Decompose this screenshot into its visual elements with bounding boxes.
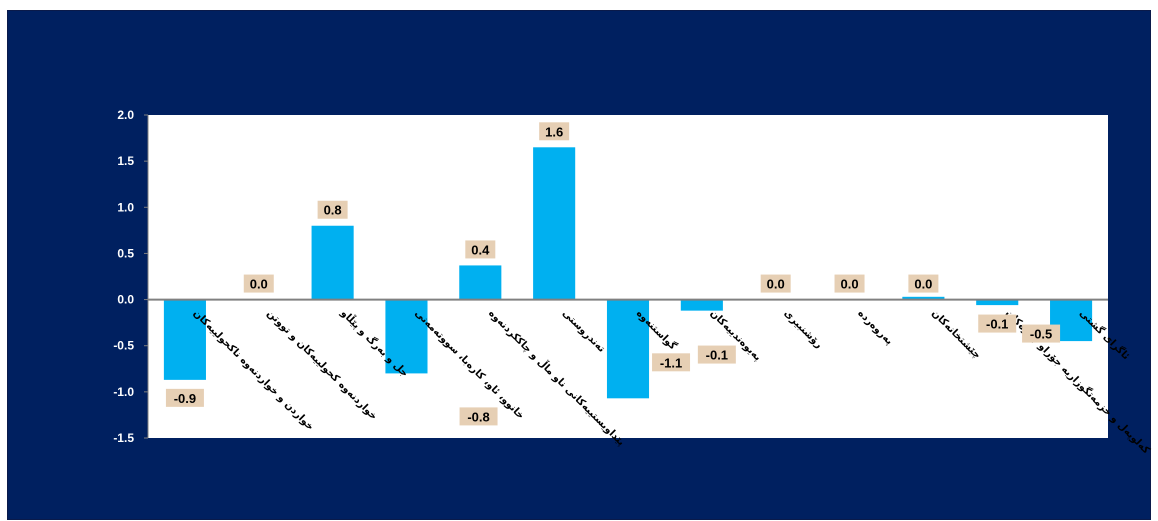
data-label-box — [459, 407, 498, 426]
data-label-box — [243, 274, 274, 293]
data-label-text: 0.4 — [471, 242, 490, 257]
data-label-text: 0.0 — [767, 277, 785, 292]
y-axis-ticks: -1.5 -1.0 -0.5 0.0 0.5 1.0 1.5 2.0 — [113, 108, 148, 445]
data-label-text: 0.8 — [324, 203, 342, 218]
data-label: -0.9 — [165, 388, 204, 407]
data-label-box — [652, 353, 691, 372]
bar — [385, 299, 428, 374]
data-label-box — [978, 314, 1017, 333]
y-tick-label: -1.0 — [113, 385, 134, 399]
data-label-text: 0.0 — [914, 277, 932, 292]
bar — [533, 147, 576, 300]
data-label-box — [165, 388, 204, 407]
bar — [163, 299, 206, 380]
bar — [680, 299, 723, 311]
bar — [311, 225, 354, 300]
data-label: -0.8 — [459, 407, 498, 426]
data-label-text: 1.6 — [545, 124, 563, 139]
data-label-box — [697, 345, 736, 364]
data-label: 0.4 — [465, 240, 496, 259]
data-label-box — [539, 122, 570, 141]
data-label-box — [760, 274, 791, 293]
data-label: 0.0 — [834, 274, 865, 293]
data-label-text: -0.1 — [986, 317, 1008, 332]
y-tick-label: 0.5 — [117, 246, 134, 260]
bar-chart: -1.5-1.0-0.50.00.51.01.52.0 خواردن و خوا… — [113, 108, 1152, 456]
data-label-text: -0.1 — [706, 348, 728, 363]
chart-frame: -1.5 -1.0 -0.5 0.0 0.5 1.0 1.5 2.0 خواردن و خوا… — [7, 10, 1152, 520]
data-label-text: 0.0 — [250, 277, 268, 292]
data-label-box — [465, 240, 496, 259]
data-label: -1.1 — [652, 353, 691, 372]
y-tick-label: -0.5 — [113, 339, 134, 353]
bar — [459, 265, 502, 300]
bar — [902, 296, 945, 300]
data-label-text: -0.9 — [174, 391, 196, 406]
bar — [976, 299, 1019, 306]
data-label: 0.0 — [908, 274, 939, 293]
y-tick-label: 0.0 — [117, 293, 134, 307]
data-label-text: -0.8 — [467, 409, 489, 424]
data-label: 0.0 — [243, 274, 274, 293]
y-tick-label: 1.5 — [117, 154, 134, 168]
data-label-text: 0.0 — [840, 277, 858, 292]
data-label: 0.8 — [317, 200, 348, 219]
data-label: 1.6 — [539, 122, 570, 141]
data-label: -0.5 — [1022, 324, 1061, 343]
y-tick-label: 2.0 — [117, 108, 134, 122]
data-label-text: -0.5 — [1030, 327, 1052, 342]
data-label-text: -1.1 — [660, 355, 682, 370]
data-label-box — [908, 274, 939, 293]
y-tick-label: -1.5 — [113, 431, 134, 445]
data-label: -0.1 — [697, 345, 736, 364]
data-labels: -0.9 0.0 0.8 -0.8 0.4 1.6 -1.1 -0.1 0.0 0.0 0.0 -0.… — [165, 122, 1061, 426]
data-label-box — [1022, 324, 1061, 343]
y-tick-label: 1.0 — [117, 200, 134, 214]
data-label: 0.0 — [760, 274, 791, 293]
data-label-box — [317, 200, 348, 219]
data-label-box — [834, 274, 865, 293]
data-label: -0.1 — [978, 314, 1017, 333]
bar — [606, 299, 650, 399]
